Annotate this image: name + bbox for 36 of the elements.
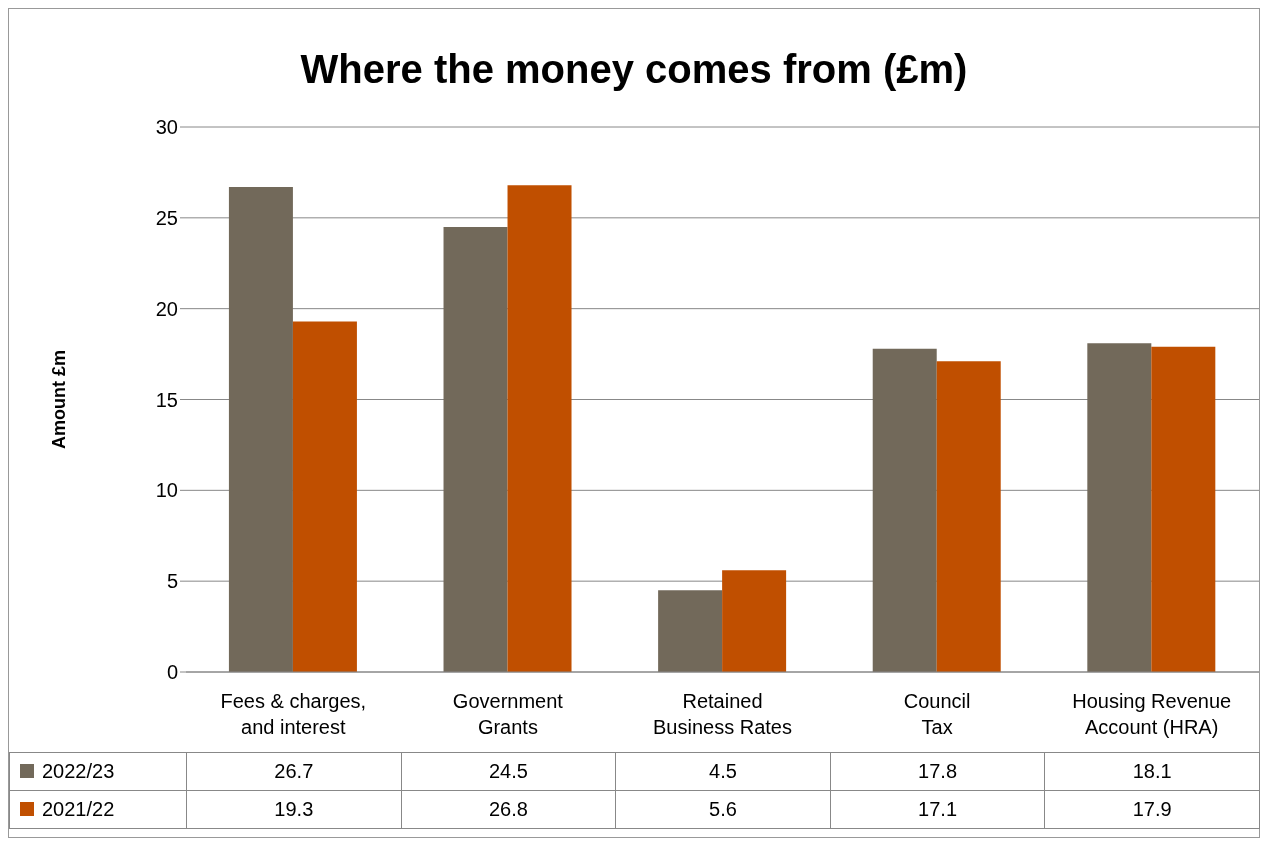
data-label: 17.9 <box>1044 790 1260 829</box>
y-tick-label: 25 <box>155 206 178 229</box>
y-tick-label: 0 <box>166 661 178 684</box>
data-label: 17.1 <box>830 790 1045 829</box>
y-tick-label: 5 <box>166 570 178 593</box>
y-axis-title: Amount £m <box>49 350 70 449</box>
data-label: 26.8 <box>401 790 616 829</box>
bar <box>228 186 293 672</box>
x-tick-label: Retained Business Rates <box>653 690 792 738</box>
legend-label: 2021/22 <box>9 790 187 829</box>
data-label: 24.5 <box>401 752 616 791</box>
bar <box>443 226 508 672</box>
y-tick-label: 30 <box>155 116 178 139</box>
data-label: 19.3 <box>186 790 402 829</box>
x-tick-label: Government Grants <box>452 690 564 738</box>
x-tick-label: Fees & charges, and interest <box>220 690 367 738</box>
data-label: 26.7 <box>186 752 402 791</box>
y-tick-label: 15 <box>155 388 178 411</box>
y-tick-label: 20 <box>155 297 178 320</box>
x-tick-label: Council Tax <box>903 690 971 738</box>
chart-title: Where the money comes from (£m) <box>299 46 969 93</box>
data-label: 4.5 <box>615 752 831 791</box>
data-label: 17.8 <box>830 752 1045 791</box>
y-tick-label: 10 <box>155 479 178 502</box>
data-label: 18.1 <box>1044 752 1260 791</box>
bar <box>722 570 787 672</box>
bar <box>1151 346 1216 672</box>
bar <box>936 361 1001 672</box>
bar <box>658 590 723 672</box>
legend-label: 2022/23 <box>9 752 187 791</box>
data-label: 5.6 <box>615 790 831 829</box>
bar <box>507 185 572 672</box>
bar <box>292 321 357 672</box>
bar <box>872 348 937 672</box>
x-tick-label: Housing Revenue Account (HRA) <box>1072 690 1232 738</box>
bar <box>1087 343 1152 672</box>
